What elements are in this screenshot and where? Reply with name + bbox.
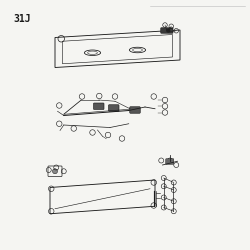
FancyBboxPatch shape <box>48 166 62 176</box>
FancyBboxPatch shape <box>166 159 174 164</box>
FancyBboxPatch shape <box>94 103 104 110</box>
Circle shape <box>52 169 58 174</box>
FancyBboxPatch shape <box>108 105 119 111</box>
FancyBboxPatch shape <box>130 107 140 113</box>
Text: 31J: 31J <box>14 14 32 24</box>
Circle shape <box>166 29 170 32</box>
FancyBboxPatch shape <box>161 28 173 33</box>
